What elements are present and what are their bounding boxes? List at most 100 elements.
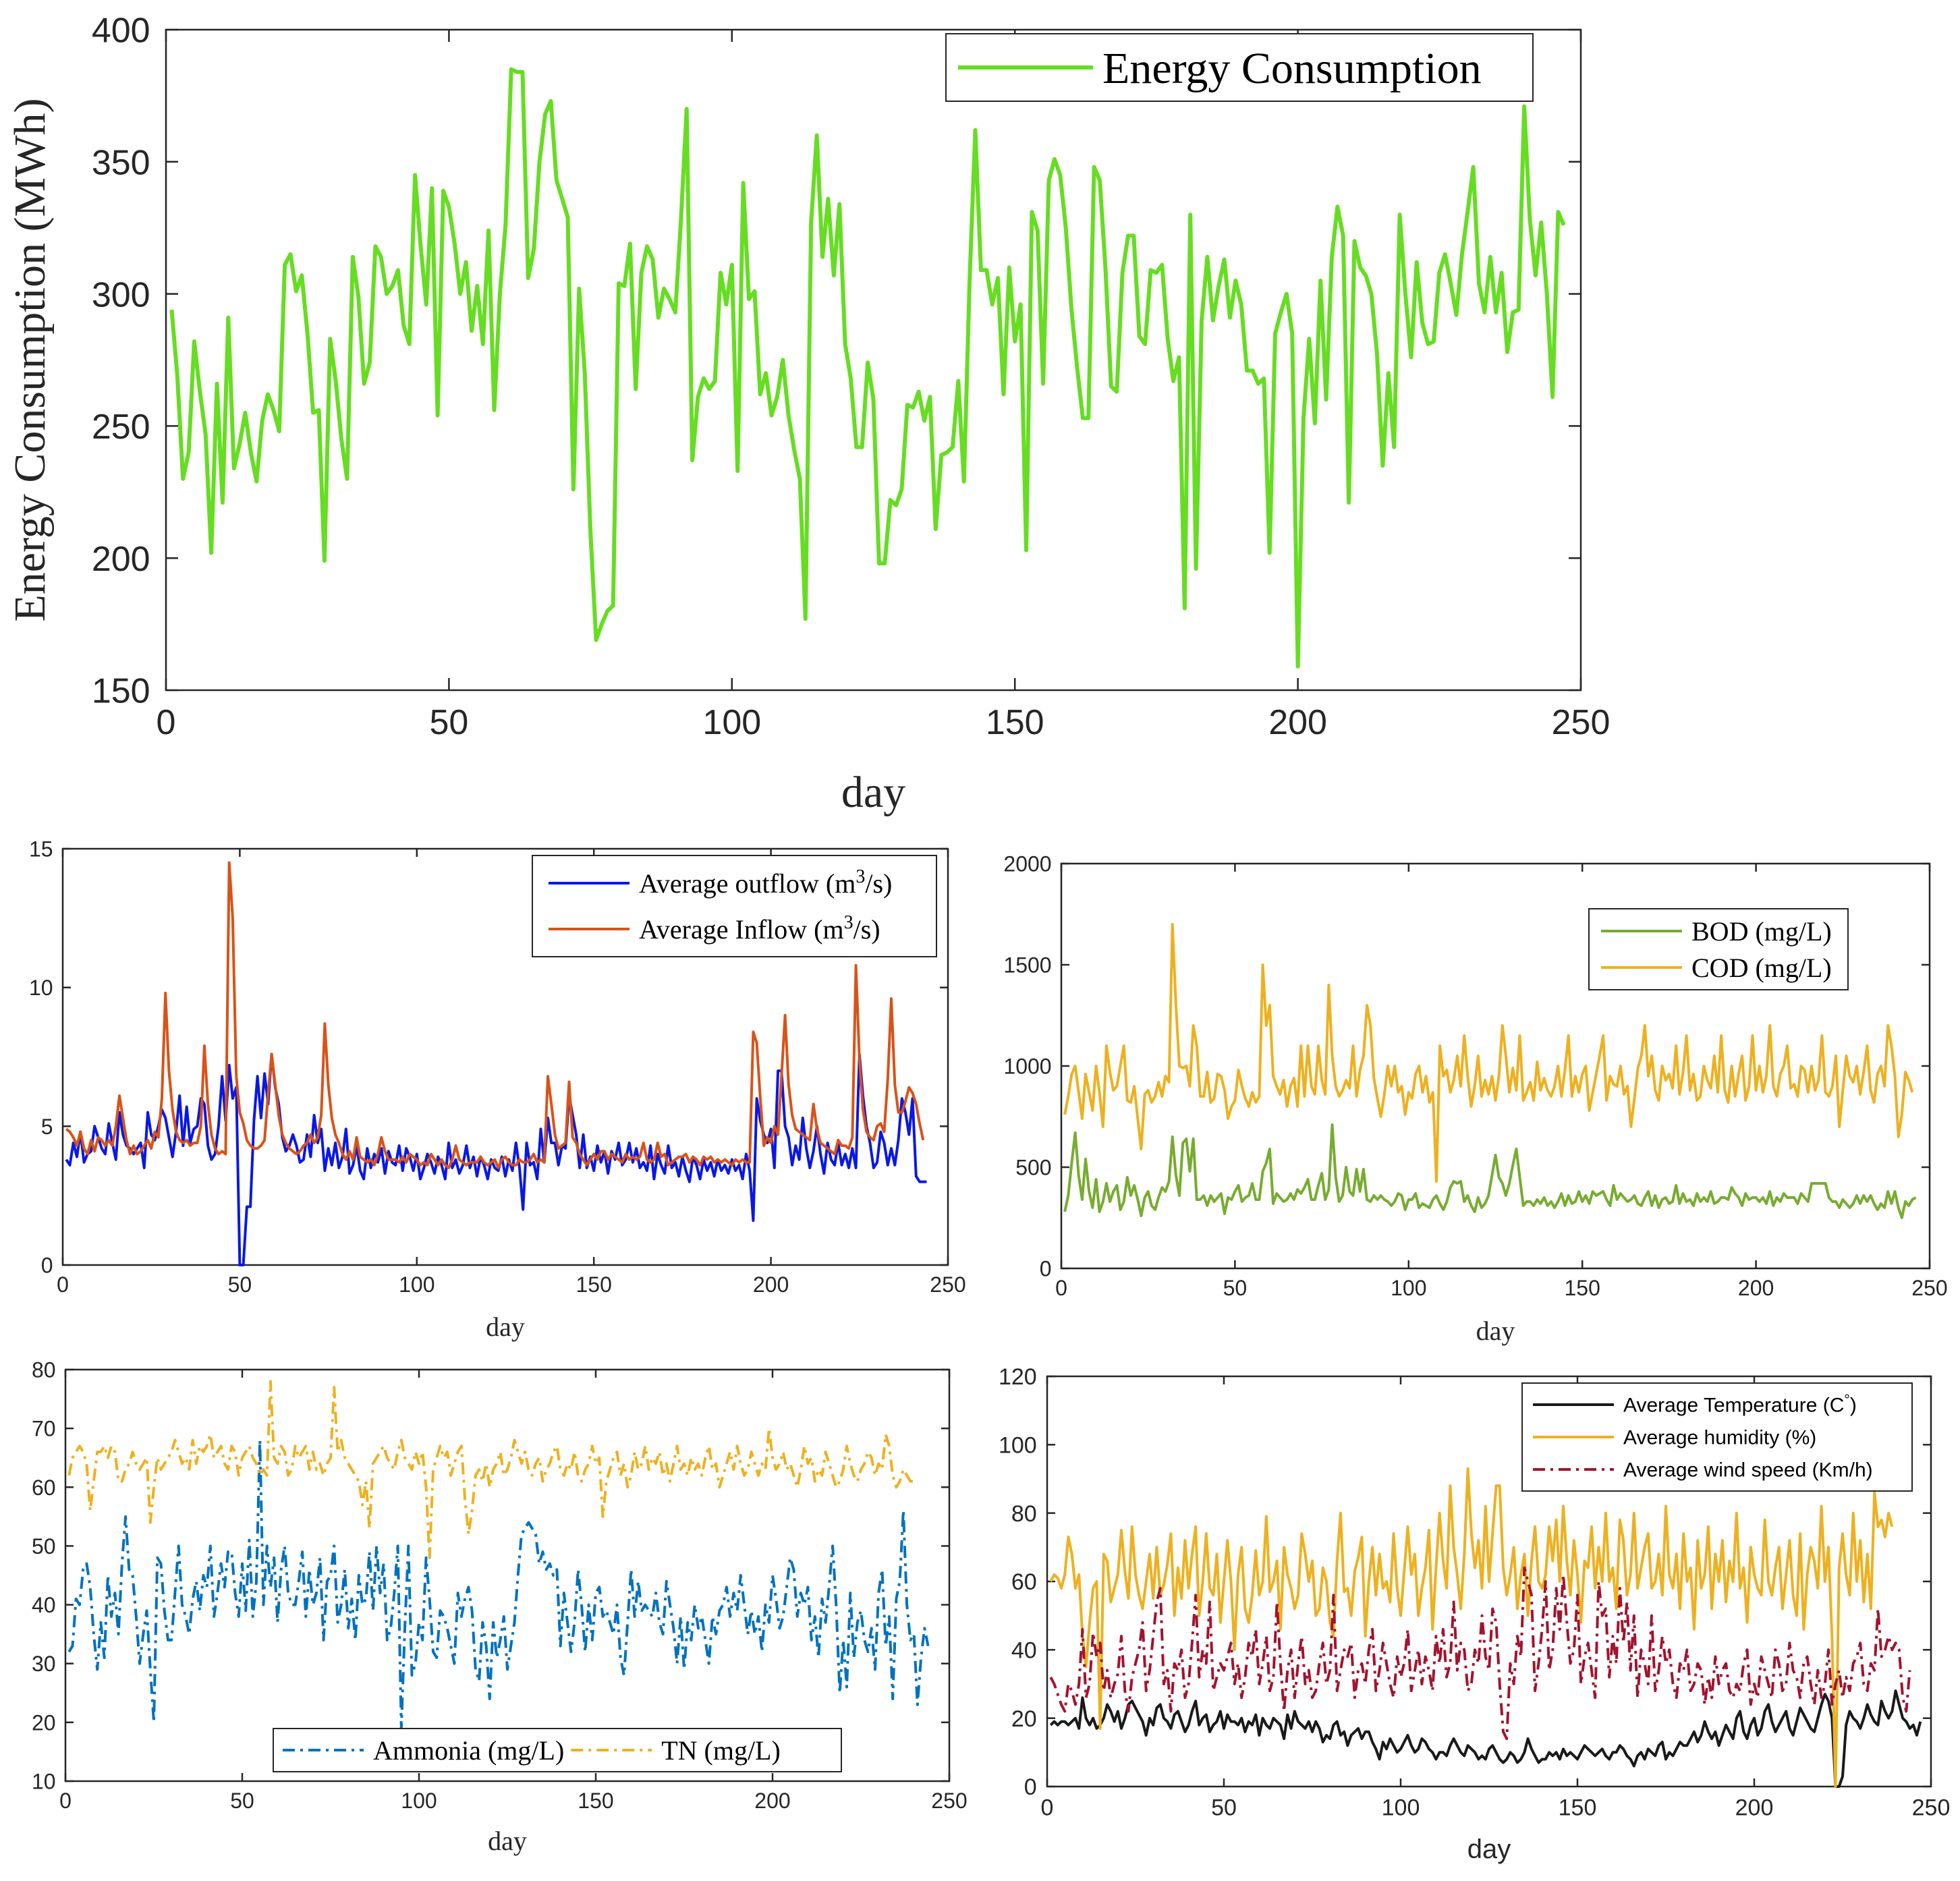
legend-label-nitrogen-0: Ammonia (mg/L)	[373, 1735, 564, 1766]
x-tick-label-weather-100: 100	[1382, 1795, 1420, 1821]
y-tick-label-nitrogen-60: 60	[32, 1476, 56, 1500]
legend-label-weather-0: Average Temperature (C°)	[1623, 1392, 1857, 1417]
x-tick-label-weather-250: 250	[1912, 1795, 1951, 1821]
x-tick-label-bod_cod-200: 200	[1738, 1276, 1774, 1300]
chart-weather: 0 50 100 150 200 250 0 20 40 60 80 100 120 day Average…	[999, 1364, 1950, 1864]
y-tick-label-weather-0: 0	[1024, 1774, 1037, 1800]
y-tick-label-nitrogen-20: 20	[32, 1710, 56, 1735]
y-tick-label-weather-40: 40	[1011, 1638, 1037, 1664]
y-tick-label-nitrogen-50: 50	[32, 1534, 56, 1559]
series-line-weather-1	[1049, 1467, 1894, 1788]
x-tick-label-bod_cod-100: 100	[1391, 1276, 1426, 1300]
x-tick-label-weather-150: 150	[1559, 1795, 1597, 1821]
y-tick-label-weather-120: 120	[999, 1364, 1037, 1390]
legend-label-flow-0: Average outflow (m3/s)	[639, 866, 892, 899]
y-tick-label-energy-200: 200	[92, 540, 150, 579]
x-tick-label-energy-100: 100	[702, 703, 761, 742]
legend-box-nitrogen	[273, 1728, 842, 1772]
legend-label-nitrogen-1: TN (mg/L)	[661, 1735, 781, 1766]
y-tick-label-weather-20: 20	[1011, 1706, 1037, 1732]
chart-bod_cod: 0 50 100 150 200 250 0 500 1000 1500 2000 day BOD (m…	[1003, 852, 1947, 1346]
series-line-weather-0	[1049, 1689, 1922, 1788]
legend-label-flow-1: Average Inflow (m3/s)	[639, 912, 880, 945]
y-tick-label-energy-350: 350	[92, 144, 150, 183]
x-axis-label-bod_cod: day	[1476, 1316, 1515, 1346]
legend-weather: Average Temperature (C°) Average humidity…	[1521, 1382, 1913, 1492]
x-tick-label-energy-200: 200	[1268, 703, 1327, 742]
y-tick-label-energy-300: 300	[92, 275, 150, 314]
legend-flow: Average outflow (m3/s) Average Inflow (m3…	[532, 855, 937, 957]
series-line-bod_cod-1	[1063, 923, 1914, 1183]
y-tick-label-nitrogen-70: 70	[32, 1417, 56, 1441]
x-tick-label-nitrogen-50: 50	[230, 1789, 254, 1813]
series-line-weather-2	[1049, 1566, 1911, 1741]
x-tick-label-weather-0: 0	[1041, 1795, 1054, 1821]
y-tick-label-flow-10: 10	[29, 976, 53, 1000]
y-tick-label-nitrogen-40: 40	[32, 1593, 56, 1617]
x-axis-label-flow: day	[486, 1312, 525, 1342]
x-tick-label-bod_cod-150: 150	[1565, 1276, 1600, 1300]
y-tick-label-weather-60: 60	[1011, 1569, 1037, 1595]
series-line-nitrogen-0	[67, 1438, 930, 1730]
series-line-energy-0	[169, 67, 1566, 669]
y-tick-label-nitrogen-10: 10	[32, 1770, 56, 1794]
legend-label-weather-2: Average wind speed (Km/h)	[1623, 1459, 1873, 1482]
series-line-flow-0	[65, 1052, 927, 1266]
y-tick-label-weather-100: 100	[999, 1433, 1037, 1459]
x-axis-label-weather: day	[1467, 1834, 1511, 1864]
legend-bod_cod: BOD (mg/L) COD (mg/L)	[1588, 908, 1849, 990]
x-tick-label-nitrogen-100: 100	[401, 1789, 437, 1813]
y-tick-label-bod_cod-1500: 1500	[1003, 953, 1051, 978]
x-tick-label-nitrogen-200: 200	[754, 1789, 790, 1813]
x-axis-label-energy: day	[841, 768, 905, 817]
x-tick-label-energy-250: 250	[1552, 703, 1611, 742]
axes-box-energy	[165, 28, 1582, 692]
x-tick-label-flow-150: 150	[576, 1272, 612, 1297]
y-tick-label-energy-400: 400	[92, 11, 150, 51]
series-line-flow-1	[65, 861, 925, 1169]
x-tick-label-nitrogen-150: 150	[578, 1789, 613, 1813]
x-tick-label-flow-100: 100	[399, 1272, 435, 1297]
legend-label-bod_cod-1: COD (mg/L)	[1691, 953, 1832, 983]
x-tick-label-energy-150: 150	[986, 703, 1044, 742]
y-tick-label-flow-0: 0	[41, 1254, 53, 1278]
y-tick-label-bod_cod-2000: 2000	[1003, 852, 1051, 876]
x-tick-label-nitrogen-0: 0	[59, 1789, 72, 1813]
y-tick-label-bod_cod-1000: 1000	[1003, 1055, 1051, 1079]
x-tick-label-weather-200: 200	[1735, 1795, 1774, 1821]
legend-label-weather-1: Average humidity (%)	[1623, 1427, 1816, 1449]
y-tick-label-energy-250: 250	[92, 408, 150, 447]
legend-box-bod_cod	[1588, 908, 1849, 990]
x-tick-label-flow-200: 200	[753, 1272, 789, 1297]
legend-label-bod_cod-0: BOD (mg/L)	[1691, 916, 1832, 947]
chart-energy: 0 50 100 150 200 250 150 200 250 300 350 400 day Ener…	[5, 11, 1610, 817]
legend-energy: Energy Consumption	[945, 33, 1534, 102]
x-tick-label-bod_cod-250: 250	[1911, 1276, 1947, 1300]
chart-nitrogen: 0 50 100 150 200 250 10 20 30 40 50 60 70 80 day Ammoni…	[32, 1358, 968, 1856]
y-tick-label-nitrogen-30: 30	[32, 1652, 56, 1676]
chart-flow: 0 50 100 150 200 250 0 5 10 15 day Average outflow …	[29, 837, 966, 1342]
x-axis-label-nitrogen: day	[488, 1826, 527, 1856]
y-tick-label-weather-80: 80	[1011, 1501, 1037, 1527]
series-line-bod_cod-0	[1063, 1123, 1917, 1219]
y-tick-label-bod_cod-0: 0	[1040, 1257, 1052, 1281]
legend-nitrogen: Ammonia (mg/L) TN (mg/L)	[273, 1728, 842, 1772]
x-tick-label-energy-50: 50	[429, 703, 468, 742]
y-tick-label-flow-15: 15	[29, 837, 53, 862]
y-axis-label-energy: Energy Consumption (MWh)	[5, 98, 55, 621]
legend-label-energy-0: Energy Consumption	[1102, 44, 1482, 93]
x-tick-label-flow-0: 0	[57, 1272, 69, 1297]
x-tick-label-flow-50: 50	[228, 1272, 252, 1297]
y-tick-label-bod_cod-500: 500	[1015, 1156, 1051, 1180]
x-tick-label-weather-50: 50	[1211, 1795, 1237, 1821]
x-tick-label-flow-250: 250	[930, 1272, 965, 1297]
y-tick-label-flow-5: 5	[41, 1115, 53, 1139]
y-tick-label-energy-150: 150	[92, 672, 150, 711]
axes-box-nitrogen	[64, 1368, 951, 1782]
y-tick-label-nitrogen-80: 80	[32, 1358, 56, 1382]
x-tick-label-bod_cod-50: 50	[1223, 1276, 1248, 1300]
x-tick-label-bod_cod-0: 0	[1055, 1276, 1067, 1300]
x-tick-label-energy-0: 0	[157, 703, 176, 742]
legend-box-flow	[532, 855, 937, 957]
